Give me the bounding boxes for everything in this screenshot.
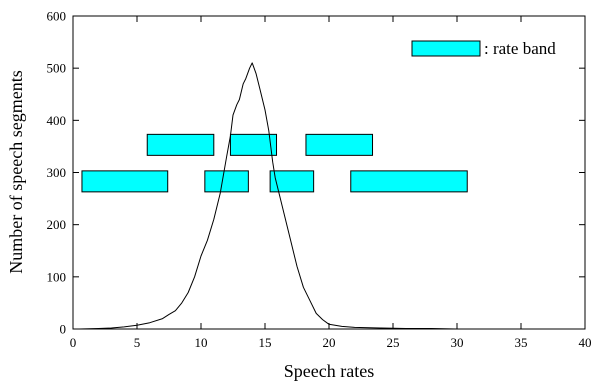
rate-band-4 <box>229 133 278 156</box>
rate-band-3 <box>204 170 249 193</box>
y-tick-label-600: 600 <box>47 9 67 24</box>
x-tick-label-0: 0 <box>70 335 77 350</box>
y-tick-label-300: 300 <box>47 165 67 180</box>
x-tick-label-5: 5 <box>134 335 141 350</box>
y-tick-labels: 0 100 200 300 400 500 600 <box>47 9 67 337</box>
rate-band-1 <box>81 170 169 193</box>
rate-band-5 <box>269 170 315 193</box>
x-tick-label-40: 40 <box>579 335 592 350</box>
axis-ticks <box>72 15 586 330</box>
series-layer <box>79 62 534 330</box>
y-tick-label-0: 0 <box>60 322 67 337</box>
x-tick-label-20: 20 <box>323 335 336 350</box>
y-tick-label-400: 400 <box>47 113 67 128</box>
x-tick-label-25: 25 <box>387 335 400 350</box>
x-tick-labels: 0 5 10 15 20 25 30 35 40 <box>70 335 592 350</box>
y-tick-label-100: 100 <box>47 269 67 284</box>
x-axis-label: Speech rates <box>284 361 374 381</box>
y-tick-label-500: 500 <box>47 61 67 76</box>
x-tick-label-10: 10 <box>195 335 208 350</box>
x-tick-label-35: 35 <box>515 335 528 350</box>
legend: : rate band <box>411 39 556 58</box>
rate-band-2 <box>146 133 215 156</box>
x-tick-label-30: 30 <box>451 335 464 350</box>
legend-label: : rate band <box>484 39 556 58</box>
rate-bands <box>81 133 468 193</box>
rate-band-7 <box>350 170 468 193</box>
rate-band-6 <box>305 133 374 156</box>
y-tick-label-200: 200 <box>47 217 67 232</box>
x-tick-label-15: 15 <box>259 335 272 350</box>
series-line-1 <box>79 62 534 330</box>
y-axis-label: Number of speech segments <box>6 70 26 273</box>
legend-swatch <box>411 40 481 57</box>
